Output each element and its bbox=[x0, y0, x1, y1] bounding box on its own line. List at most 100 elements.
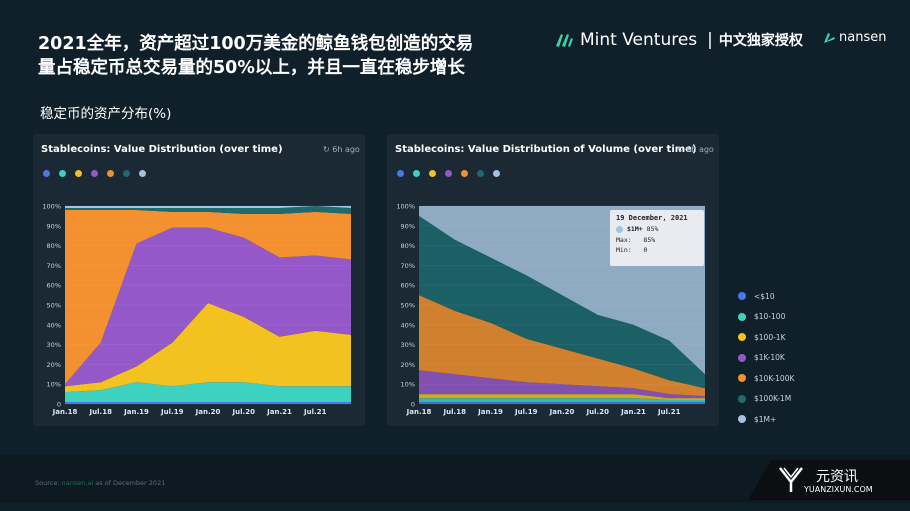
series-area-5[interactable] bbox=[419, 295, 705, 397]
y-tick-label: 60% bbox=[47, 282, 61, 290]
x-tick-label: Jul.19 bbox=[514, 408, 538, 416]
series-area-5[interactable] bbox=[65, 210, 351, 385]
tooltip-date: 19 December, 2021 bbox=[616, 214, 688, 222]
legend-dot-100k-1m[interactable] bbox=[477, 170, 484, 177]
x-tick-label: Jan.20 bbox=[195, 408, 221, 416]
legend-dot-lt10[interactable] bbox=[397, 170, 404, 177]
y-tick-label: 0 bbox=[411, 401, 415, 409]
page-title: 2021全年，资产超过100万美金的鲸鱼钱包创造的交易 量占稳定币总交易量的50… bbox=[38, 32, 498, 80]
value-distribution-panel: Stablecoins: Value Distribution (over ti… bbox=[33, 134, 365, 426]
y-tick-label: 100% bbox=[396, 203, 415, 211]
updated-label: 6h ago bbox=[686, 145, 714, 154]
x-tick-label: Jul.21 bbox=[303, 408, 327, 416]
source-prefix: Source: bbox=[35, 479, 62, 487]
x-tick-label: Jul.20 bbox=[232, 408, 256, 416]
y-tick-label: 70% bbox=[401, 262, 415, 270]
source-link[interactable]: nansen.ai bbox=[61, 479, 94, 487]
legend-dot-10-100[interactable] bbox=[59, 170, 66, 177]
mint-leaf-icon bbox=[556, 34, 573, 47]
x-tick-label: Jan.18 bbox=[406, 408, 432, 416]
x-tick-label: Jan.18 bbox=[52, 408, 78, 416]
y-tick-label: 50% bbox=[47, 302, 61, 310]
section-subtitle: 稳定币的资产分布(%) bbox=[40, 106, 172, 122]
legend-label: <$10 bbox=[754, 291, 775, 301]
nansen-icon bbox=[824, 32, 835, 43]
partner-name: nansen bbox=[839, 30, 887, 45]
x-tick-label: Jul.19 bbox=[160, 408, 184, 416]
x-tick-label: Jan.20 bbox=[549, 408, 575, 416]
series-area-1[interactable] bbox=[419, 402, 705, 404]
legend-label: $1K-10K bbox=[754, 353, 785, 363]
x-tick-label: Jul.21 bbox=[657, 408, 681, 416]
tooltip-max-value: 85% bbox=[643, 236, 656, 244]
y-tick-label: 30% bbox=[47, 341, 61, 349]
series-area-2[interactable] bbox=[65, 382, 351, 402]
title-line-1: 2021全年，资产超过100万美金的鲸鱼钱包创造的交易 bbox=[38, 34, 474, 54]
panel-title: Stablecoins: Value Distribution of Volum… bbox=[395, 144, 697, 155]
title-line-2: 量占稳定币总交易量的50%以上，并且一直在稳步增长 bbox=[38, 58, 465, 78]
legend-dots bbox=[43, 170, 146, 177]
watermark-logo-icon bbox=[779, 467, 803, 492]
tooltip-min-value: 0 bbox=[643, 246, 648, 254]
legend-dot-100-1k[interactable] bbox=[75, 170, 82, 177]
y-tick-label: 70% bbox=[47, 262, 61, 270]
legend-dot-100-1k[interactable] bbox=[429, 170, 436, 177]
legend-dot-10k-100k[interactable] bbox=[107, 170, 114, 177]
legend-dot-1m-plus[interactable] bbox=[139, 170, 146, 177]
updated-time: ↻ 6h ago bbox=[323, 145, 360, 154]
legend-dot-lt10[interactable] bbox=[43, 170, 50, 177]
legend-dots bbox=[397, 170, 500, 177]
legend-dot-10-100[interactable] bbox=[413, 170, 420, 177]
tooltip-min-label: Min: bbox=[616, 246, 632, 254]
series-area-4[interactable] bbox=[419, 370, 705, 399]
y-tick-label: 30% bbox=[401, 341, 415, 349]
series-area-3[interactable] bbox=[419, 394, 705, 400]
series-area-6[interactable] bbox=[65, 206, 351, 214]
legend-item[interactable]: $1M+ bbox=[738, 409, 794, 430]
mint-ventures-logo: Mint Ventures | 中文独家授权 bbox=[554, 30, 803, 50]
brand-name: Mint Ventures bbox=[580, 30, 698, 50]
legend-swatch bbox=[738, 374, 746, 383]
panel-title: Stablecoins: Value Distribution (over ti… bbox=[41, 144, 283, 155]
authorization-label: 中文独家授权 bbox=[718, 33, 803, 49]
legend-swatch bbox=[738, 394, 746, 403]
source-suffix: as of December 2021 bbox=[93, 479, 166, 487]
x-tick-label: Jan.19 bbox=[477, 408, 503, 416]
legend-label: $10-100 bbox=[754, 312, 786, 322]
series-area-3[interactable] bbox=[65, 303, 351, 393]
y-tick-label: 90% bbox=[401, 222, 415, 230]
legend-swatch bbox=[738, 312, 746, 321]
volume-distribution-chart[interactable]: 0 10% 20% 30% 40% 50% 60% 70% 80% 90% 100% Jan.18 Ju… bbox=[387, 134, 719, 426]
x-tick-label: Jul.20 bbox=[586, 408, 610, 416]
legend-dot-1m-plus[interactable] bbox=[493, 170, 500, 177]
nansen-logo: nansen bbox=[822, 30, 886, 45]
legend-label: $10K-100K bbox=[754, 373, 795, 383]
legend-dot-1k-10k[interactable] bbox=[445, 170, 452, 177]
clock-icon: ↻ bbox=[677, 145, 684, 154]
legend-item[interactable]: $100-1K bbox=[738, 327, 794, 348]
legend-dot-1k-10k[interactable] bbox=[91, 170, 98, 177]
series-area-1[interactable] bbox=[65, 402, 351, 404]
series-area-6[interactable] bbox=[419, 215, 705, 389]
watermark-cn: 元资讯 bbox=[816, 469, 858, 485]
x-tick-label: Jan.21 bbox=[266, 408, 292, 416]
clock-icon: ↻ bbox=[323, 145, 330, 154]
legend-item[interactable]: <$10 bbox=[738, 286, 794, 307]
legend-item[interactable]: $1K-10K bbox=[738, 348, 794, 369]
value-distribution-chart[interactable]: 0 10% 20% 30% 40% 50% 60% 70% 80% 90% 100% Jan.18 Ju… bbox=[33, 134, 365, 426]
y-tick-label: 80% bbox=[47, 242, 61, 250]
legend-item[interactable]: $100K-1M bbox=[738, 389, 794, 410]
legend-item[interactable]: $10-100 bbox=[738, 307, 794, 328]
x-tick-label: Jul.18 bbox=[443, 408, 467, 416]
legend-dot-100k-1m[interactable] bbox=[123, 170, 130, 177]
legend-label: $100-1K bbox=[754, 332, 786, 342]
y-tick-label: 40% bbox=[401, 321, 415, 329]
series-area-2[interactable] bbox=[419, 398, 705, 402]
legend-label: $100K-1M bbox=[754, 394, 792, 404]
volume-distribution-panel: Stablecoins: Value Distribution of Volum… bbox=[387, 134, 719, 426]
legend-swatch bbox=[738, 292, 746, 301]
legend-dot-10k-100k[interactable] bbox=[461, 170, 468, 177]
legend-item[interactable]: $10K-100K bbox=[738, 368, 794, 389]
series-area-7[interactable] bbox=[65, 206, 351, 208]
series-area-4[interactable] bbox=[65, 227, 351, 387]
